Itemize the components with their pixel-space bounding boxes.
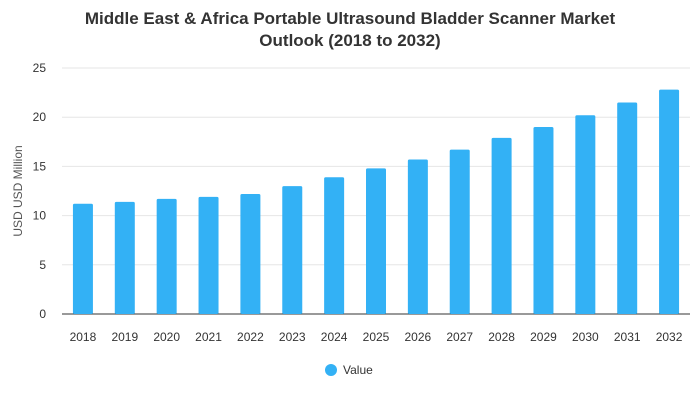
x-tick-label: 2028 (488, 330, 515, 344)
x-tick-label: 2024 (321, 330, 348, 344)
x-tick-label: 2027 (446, 330, 473, 344)
y-tick-label: 0 (39, 307, 46, 321)
y-tick-label: 20 (33, 110, 47, 124)
x-tick-label: 2031 (614, 330, 641, 344)
bar (491, 137, 512, 314)
x-tick-label: 2018 (70, 330, 97, 344)
bar (240, 193, 261, 314)
x-tick-label: 2023 (279, 330, 306, 344)
x-tick-label: 2026 (405, 330, 432, 344)
chart-title: Middle East & Africa Portable Ultrasound… (0, 8, 700, 52)
y-axis-label: USD USD Million (11, 145, 25, 236)
bar (282, 186, 303, 314)
bar (617, 102, 638, 314)
y-tick-label: 5 (39, 258, 46, 272)
x-tick-label: 2030 (572, 330, 599, 344)
x-tick-label: 2022 (237, 330, 264, 344)
legend-marker (325, 364, 337, 376)
bar (533, 127, 554, 314)
bar (114, 201, 135, 314)
x-tick-label: 2032 (656, 330, 683, 344)
x-tick-label: 2025 (363, 330, 390, 344)
bar (72, 203, 93, 314)
x-tick-label: 2021 (195, 330, 222, 344)
y-tick-label: 10 (33, 209, 47, 223)
chart-title-line-2: Outlook (2018 to 2032) (259, 31, 441, 50)
x-tick-label: 2020 (153, 330, 180, 344)
y-tick-label: 15 (33, 159, 47, 173)
bar (366, 168, 386, 314)
bar (449, 149, 470, 314)
x-tick-label: 2019 (111, 330, 138, 344)
chart-title-line-1: Middle East & Africa Portable Ultrasound… (84, 9, 616, 28)
x-tick-label: 2029 (530, 330, 557, 344)
bar (156, 198, 177, 314)
legend-label: Value (343, 363, 373, 377)
y-tick-label: 25 (33, 61, 47, 75)
bar (407, 159, 428, 314)
bar (575, 115, 596, 315)
bar (659, 89, 680, 314)
bar (198, 196, 219, 314)
bar (324, 177, 345, 314)
